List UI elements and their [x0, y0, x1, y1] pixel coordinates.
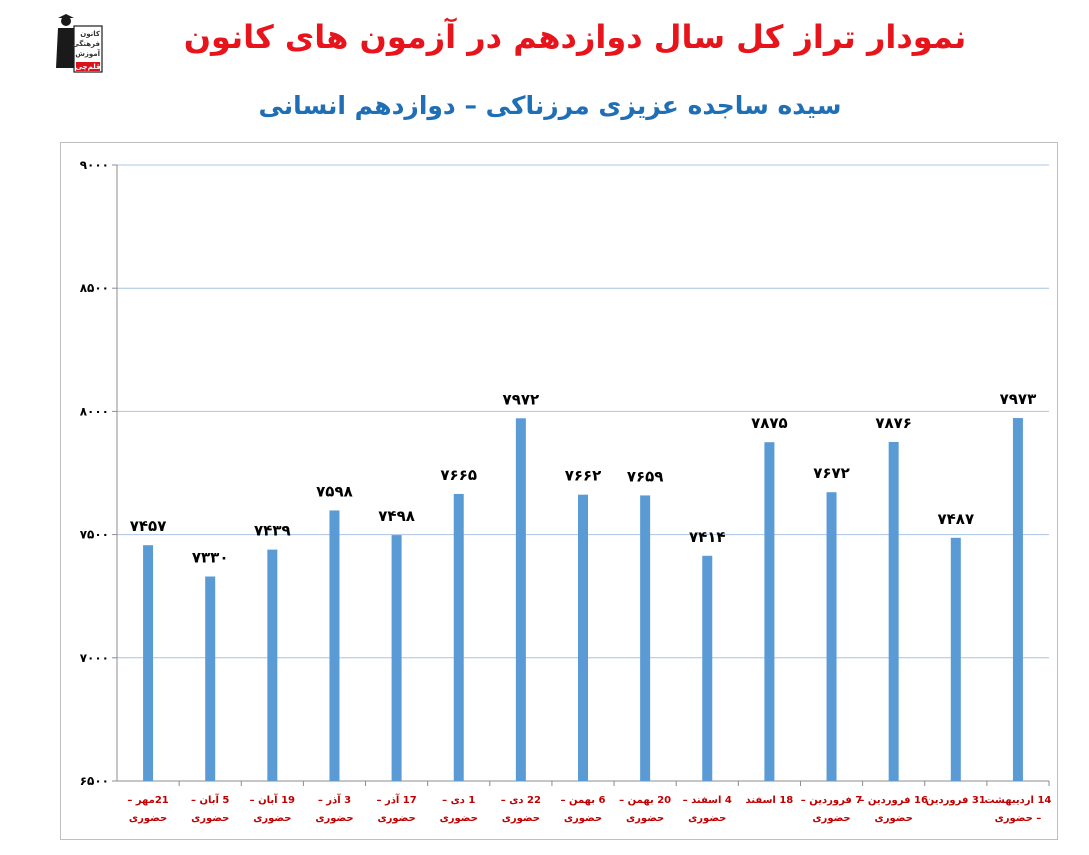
x-category-label: 14 اردیبهشت [984, 795, 1051, 806]
x-category-label: حضوری [191, 813, 229, 824]
bar-value-label: ۷۴۵۷ [130, 517, 167, 535]
y-tick-label: ۹۰۰۰ [80, 158, 109, 172]
bar-value-label: ۷۹۷۳ [1000, 390, 1037, 408]
kanoon-logo: کانون فرهنگی آموزش قلم‌چی [52, 12, 104, 80]
y-axis-ticks: ۶۵۰۰ ۷۰۰۰ ۷۵۰۰ ۸۰۰۰ ۸۵۰۰ ۹۰۰۰ [80, 158, 109, 788]
x-category-label: 4 اسفند – [683, 795, 732, 806]
logo-line-1: کانون [80, 30, 101, 38]
bar-value-label: ۷۴۱۴ [689, 528, 726, 546]
x-category-label: حضوری [377, 813, 415, 824]
x-category-label: حضوری [253, 813, 291, 824]
logo-line-3: آموزش [75, 49, 100, 58]
y-tick-label: ۶۵۰۰ [80, 774, 109, 788]
x-category-label: حضوری [315, 813, 353, 824]
bar-chart: ۶۵۰۰ ۷۰۰۰ ۷۵۰۰ ۸۰۰۰ ۸۵۰۰ ۹۰۰۰ ۷۴۵۷ ۷۳۳۰ ۷۴۳۹ ۷۵۹… [80, 158, 1052, 824]
bar-value-label: ۷۵۹۸ [316, 482, 353, 500]
bar-value-label: ۷۴۳۹ [254, 522, 291, 540]
x-category-label: 7 فروردین – [801, 795, 863, 806]
x-category-label: حضوری [564, 813, 602, 824]
data-labels: ۷۴۵۷ ۷۳۳۰ ۷۴۳۹ ۷۵۹۸ ۷۴۹۸ ۷۶۶۵ ۷۹۷۲ ۷۶۶۲ ۷۶۵۹ ۷۴۱۴… [130, 390, 1036, 566]
x-category-label: 16 فروردین – [859, 795, 928, 806]
bar [888, 441, 899, 781]
x-category-label: حضوری [626, 813, 664, 824]
bar [205, 576, 216, 781]
x-category-label: 21مهر – [127, 795, 168, 806]
bar-value-label: ۷۶۷۲ [813, 464, 850, 482]
x-category-label: 3 آذر – [318, 793, 351, 806]
x-category-label: 31 فروردین [926, 795, 986, 806]
x-category-label: 6 بهمن – [561, 795, 606, 806]
x-category-label: حضوری [440, 813, 478, 824]
x-category-label: 18 اسفند [746, 795, 794, 806]
bar-value-label: ۷۶۶۵ [440, 466, 477, 484]
y-tick-label: ۸۰۰۰ [80, 404, 109, 418]
bar [515, 418, 526, 781]
bar-value-label: ۷۴۹۸ [378, 507, 415, 525]
bar-value-label: ۷۳۳۰ [192, 548, 229, 566]
bar [1012, 418, 1023, 781]
chart-area: ۶۵۰۰ ۷۰۰۰ ۷۵۰۰ ۸۰۰۰ ۸۵۰۰ ۹۰۰۰ ۷۴۵۷ ۷۳۳۰ ۷۴۳۹ ۷۵۹… [60, 142, 1058, 840]
bar [640, 495, 651, 781]
bar-value-label: ۷۹۷۲ [503, 390, 540, 408]
bar-value-label: ۷۶۵۹ [627, 467, 664, 485]
x-category-label: حضوری [502, 813, 540, 824]
bar [702, 555, 713, 781]
chart-subtitle: سیده ساجده عزیزی مرزناکی – دوازدهم انسان… [258, 91, 842, 120]
x-category-label: حضوری [129, 813, 167, 824]
bar-value-label: ۷۴۸۷ [937, 510, 974, 528]
x-category-label: 22 دی – [501, 795, 541, 806]
bar [143, 545, 154, 781]
x-category-label: 19 آبان – [250, 793, 295, 806]
logo-badge: قلم‌چی [75, 63, 100, 71]
y-tick-label: ۷۰۰۰ [80, 651, 109, 665]
bar-value-label: ۷۸۷۶ [875, 414, 912, 432]
x-category-label: حضوری [875, 813, 913, 824]
bar [453, 493, 464, 781]
bar [267, 549, 278, 781]
x-category-label: 20 بهمن – [619, 795, 671, 806]
bars [143, 418, 1023, 781]
x-category-label: – حضوری [995, 813, 1042, 824]
bar [764, 442, 775, 781]
logo-line-2: فرهنگی [72, 39, 100, 48]
x-axis-labels: 21مهر – حضوری 5 آبان – حضوری 19 آبان – حضوری 3… [127, 793, 1051, 824]
x-category-label: 1 دی – [442, 795, 475, 806]
chart-title: نمودار تراز کل سال دوازدهم در آزمون های … [183, 18, 967, 56]
y-tick-label: ۷۵۰۰ [80, 528, 109, 542]
bar-value-label: ۷۸۷۵ [751, 414, 788, 432]
x-category-label: حضوری [812, 813, 850, 824]
bar [391, 535, 402, 781]
bar [826, 492, 837, 781]
bar [329, 510, 340, 781]
y-tick-label: ۸۵۰۰ [80, 281, 109, 295]
bar [578, 494, 588, 781]
x-category-label: 17 آذر – [376, 793, 416, 806]
bar-value-label: ۷۶۶۲ [565, 467, 602, 485]
bar [950, 537, 961, 781]
x-category-label: حضوری [688, 813, 726, 824]
x-category-label: 5 آبان – [191, 793, 229, 806]
